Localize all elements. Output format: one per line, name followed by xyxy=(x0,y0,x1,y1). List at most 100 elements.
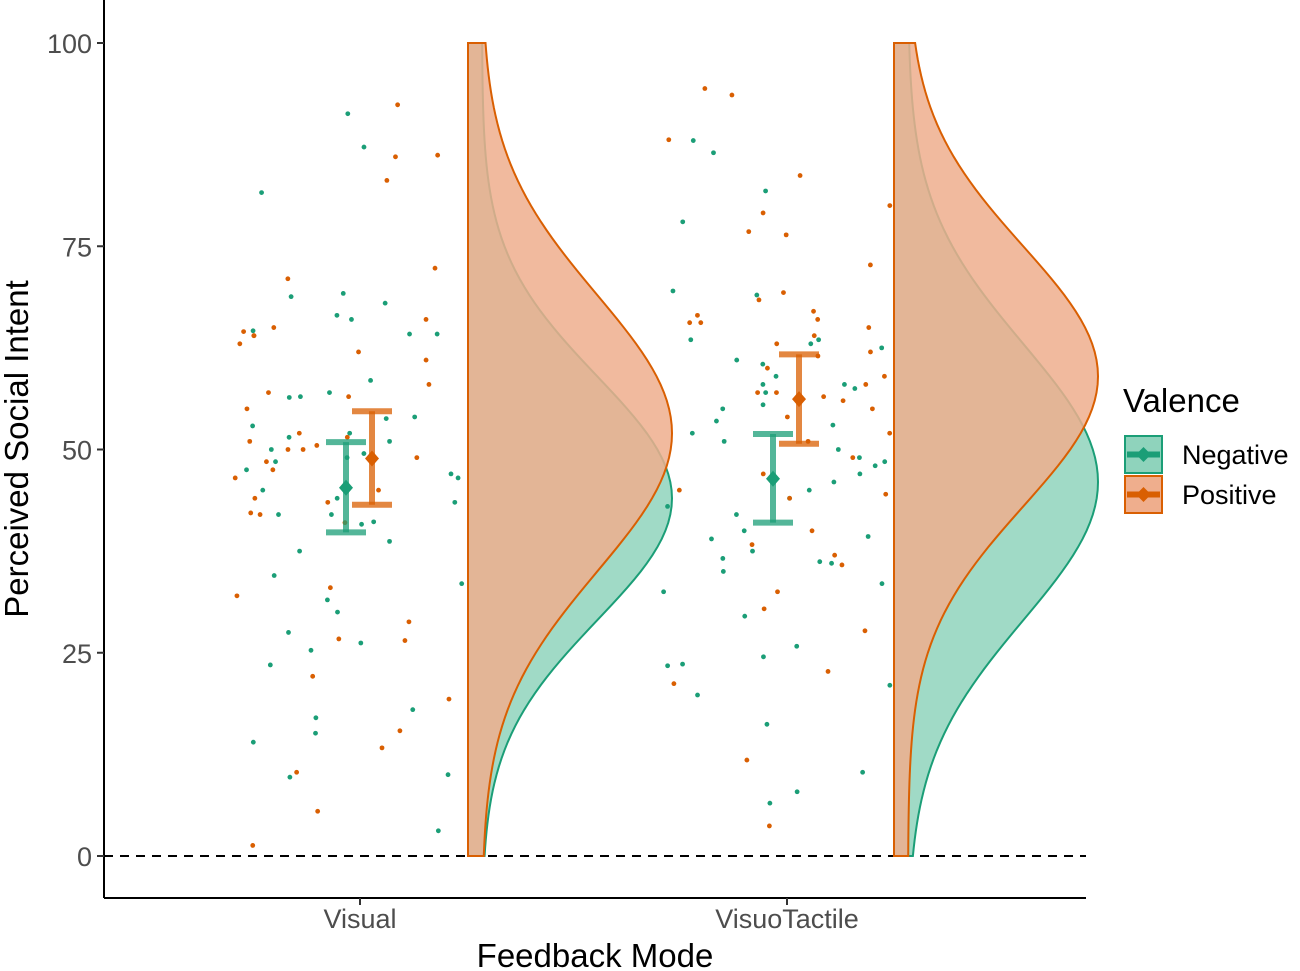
legend-label-negative: Negative xyxy=(1182,440,1289,470)
y-tick-label: 25 xyxy=(62,639,92,669)
data-point-negative xyxy=(721,438,727,444)
data-point-positive xyxy=(327,585,333,591)
data-point-positive xyxy=(384,177,390,183)
data-point-negative xyxy=(259,190,264,195)
mean-marker-negative xyxy=(339,479,353,496)
data-point-negative xyxy=(860,769,866,775)
data-point-negative xyxy=(452,499,458,505)
data-point-negative xyxy=(435,828,441,834)
data-point-negative xyxy=(340,291,346,296)
data-point-positive xyxy=(761,606,767,612)
data-point-positive xyxy=(744,757,750,763)
data-point-negative xyxy=(835,447,841,452)
data-point-positive xyxy=(765,365,770,371)
data-point-negative xyxy=(382,300,388,306)
data-point-positive xyxy=(296,430,302,436)
data-point-negative xyxy=(754,292,760,298)
data-point-positive xyxy=(797,173,803,178)
data-point-positive xyxy=(756,297,762,303)
data-point-positive xyxy=(234,593,240,599)
data-point-positive xyxy=(887,203,893,209)
data-point-negative xyxy=(387,538,392,544)
data-point-negative xyxy=(407,331,412,337)
data-point-negative xyxy=(857,455,862,461)
data-point-negative xyxy=(308,647,314,653)
data-point-positive xyxy=(237,341,243,347)
data-point-positive xyxy=(869,406,875,412)
data-point-negative xyxy=(268,447,274,452)
data-point-positive xyxy=(376,487,381,493)
data-point-negative xyxy=(329,512,334,517)
data-point-negative xyxy=(872,463,878,469)
data-point-positive xyxy=(809,528,815,534)
data-point-negative xyxy=(760,361,766,367)
data-point-negative xyxy=(688,337,694,343)
data-point-negative xyxy=(334,495,340,501)
data-point-positive xyxy=(414,455,420,461)
legend-key-diamond xyxy=(1136,487,1151,502)
data-point-negative xyxy=(286,395,292,400)
data-point-negative xyxy=(359,521,364,527)
data-point-positive xyxy=(783,232,789,238)
density-cloud-positive xyxy=(893,42,1100,857)
density-cloud-positive xyxy=(467,42,674,857)
data-point-positive xyxy=(749,542,755,548)
data-point-positive xyxy=(271,325,277,330)
data-point-positive xyxy=(446,696,452,702)
data-point-positive xyxy=(241,329,247,335)
data-point-positive xyxy=(285,276,291,282)
data-point-negative xyxy=(288,294,294,300)
data-point-negative xyxy=(448,471,454,477)
data-point-negative xyxy=(794,643,800,649)
data-point-negative xyxy=(383,416,389,422)
mean-marker-positive xyxy=(792,391,806,408)
data-point-positive xyxy=(266,390,271,395)
data-point-negative xyxy=(720,569,726,574)
data-point-negative xyxy=(720,556,726,561)
data-point-negative xyxy=(806,487,812,493)
legend-key-diamond xyxy=(1136,447,1151,462)
y-tick-label: 50 xyxy=(62,436,92,466)
data-point-negative xyxy=(250,739,256,745)
data-point-negative xyxy=(361,451,367,456)
data-point-positive xyxy=(698,320,704,326)
data-point-positive xyxy=(840,398,846,404)
data-point-negative xyxy=(763,188,768,194)
data-point-negative xyxy=(830,422,836,428)
data-point-positive xyxy=(257,512,263,517)
data-point-negative xyxy=(459,581,465,587)
data-point-negative xyxy=(661,589,667,595)
data-point-positive xyxy=(406,619,412,625)
x-tick-label: Visual xyxy=(323,904,396,934)
data-point-negative xyxy=(695,692,700,698)
data-point-positive xyxy=(787,495,793,501)
data-point-negative xyxy=(750,548,755,554)
data-point-negative xyxy=(879,581,885,587)
data-point-negative xyxy=(287,774,293,780)
data-point-negative xyxy=(334,312,340,318)
data-point-positive xyxy=(839,562,845,568)
data-point-positive xyxy=(402,638,408,643)
data-point-positive xyxy=(676,487,682,493)
data-point-positive xyxy=(774,341,780,347)
data-point-positive xyxy=(666,137,672,143)
data-point-positive xyxy=(346,394,352,400)
data-point-negative xyxy=(250,328,256,334)
data-point-negative xyxy=(714,418,719,424)
data-point-positive xyxy=(755,390,761,395)
data-point-negative xyxy=(335,609,340,615)
data-point-positive xyxy=(887,430,893,436)
legend-title: Valence xyxy=(1123,382,1240,419)
data-point-negative xyxy=(865,534,871,539)
data-point-positive xyxy=(862,628,868,634)
data-point-negative xyxy=(857,471,863,477)
data-point-negative xyxy=(690,138,696,143)
data-point-positive xyxy=(423,317,429,322)
data-point-positive xyxy=(702,86,708,91)
data-point-negative xyxy=(347,430,353,436)
data-point-negative xyxy=(368,377,373,383)
data-point-positive xyxy=(423,357,429,363)
data-point-positive xyxy=(315,808,321,814)
data-point-negative xyxy=(742,613,748,619)
